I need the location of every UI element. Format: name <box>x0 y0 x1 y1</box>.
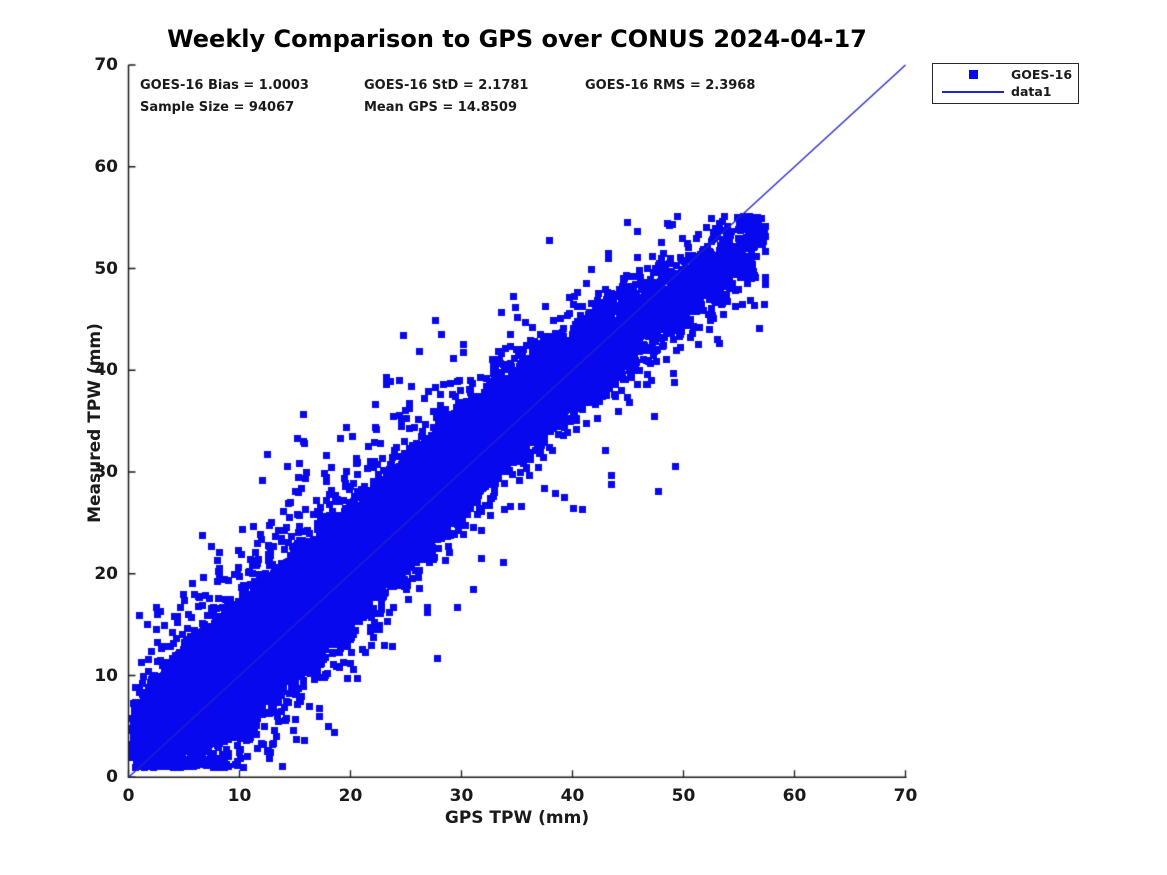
y-tick-label: 30 <box>94 462 118 482</box>
legend-row-goes16: GOES-16 <box>933 66 1078 84</box>
x-tick-label: 40 <box>560 786 585 806</box>
stat-sample-size: Sample Size = 94067 <box>140 100 295 115</box>
x-axis-label: GPS TPW (mm) <box>444 808 590 828</box>
legend-label-data1: data1 <box>1011 84 1052 99</box>
legend-label-goes16: GOES-16 <box>1011 67 1073 82</box>
x-tick-label: 0 <box>122 786 135 806</box>
legend-line-icon <box>942 91 1004 93</box>
x-tick-label: 60 <box>782 786 807 806</box>
y-tick-label: 70 <box>94 55 118 75</box>
x-tick-label: 50 <box>671 786 696 806</box>
y-tick-label: 0 <box>106 767 118 788</box>
x-tick-label: 70 <box>893 786 918 806</box>
legend-box: GOES-16 data1 <box>932 63 1079 104</box>
legend-square-marker-icon <box>969 70 978 79</box>
y-tick-label: 10 <box>94 665 118 686</box>
y-tick-label: 20 <box>94 563 118 584</box>
stat-rms: GOES-16 RMS = 2.3968 <box>585 78 756 93</box>
y-tick-label: 50 <box>94 258 118 279</box>
chart-title: Weekly Comparison to GPS over CONUS 2024… <box>167 25 867 53</box>
x-tick-label: 10 <box>227 786 252 806</box>
x-tick-label: 30 <box>449 786 474 806</box>
y-tick-label: 40 <box>94 360 118 381</box>
legend-row-data1: data1 <box>933 83 1078 101</box>
x-tick-label: 20 <box>338 786 363 806</box>
stat-bias: GOES-16 Bias = 1.0003 <box>140 78 309 93</box>
y-axis-label: Measured TPW (mm) <box>85 323 105 523</box>
stat-mean-gps: Mean GPS = 14.8509 <box>364 100 518 115</box>
y-tick-label: 60 <box>94 156 118 177</box>
stat-std: GOES-16 StD = 2.1781 <box>364 78 529 93</box>
